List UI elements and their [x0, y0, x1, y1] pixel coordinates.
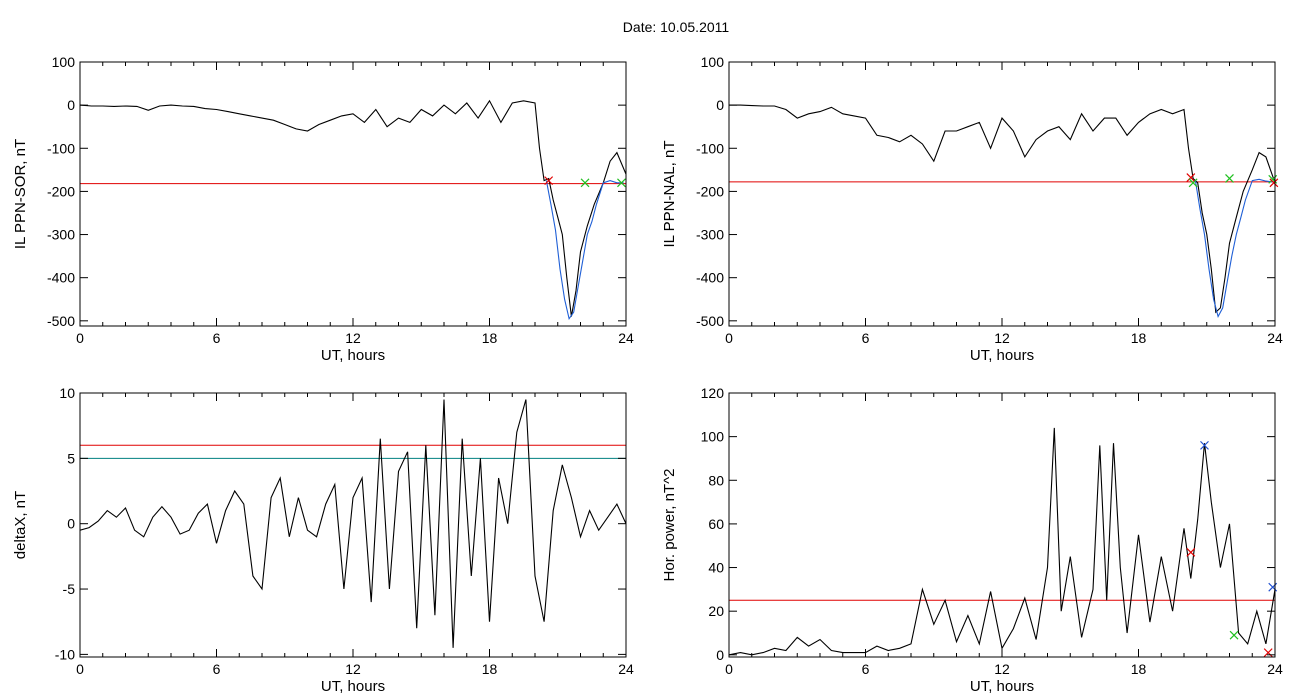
- y-tick-label: 100: [701, 54, 725, 70]
- y-tick-label: 40: [708, 560, 724, 576]
- series-line-0: [80, 399, 626, 648]
- y-tick-label: 120: [701, 385, 725, 401]
- plot-frame: [79, 61, 627, 327]
- marker-0: [1186, 173, 1196, 183]
- y-tick-label: -500: [696, 313, 724, 329]
- x-tick-label: 24: [1267, 330, 1283, 346]
- y-tick-label: -300: [47, 227, 75, 243]
- x-tick-label: 6: [213, 330, 221, 346]
- x-tick-label: 6: [862, 661, 870, 677]
- series-line-0: [729, 104, 1275, 314]
- y-tick-label: 60: [708, 516, 724, 532]
- x-tick-label: 0: [725, 330, 733, 346]
- marker-1: [1200, 440, 1209, 450]
- x-tick-label: 12: [994, 661, 1010, 677]
- x-tick-label: 18: [1131, 330, 1147, 346]
- chart-panel-bottom-left: 0 6 12 18 24 10 5 0 -5 -10 UT, hours deltaX, nT: [12, 385, 634, 695]
- x-axis-label: UT, hours: [970, 347, 1034, 364]
- marker-3: [1263, 648, 1273, 658]
- marker-1: [580, 178, 590, 188]
- x-tick-label: 24: [618, 661, 634, 677]
- y-tick-label: 80: [708, 472, 724, 488]
- y-tick-label: 0: [67, 516, 75, 532]
- marker-2: [1225, 174, 1234, 183]
- y-tick-label: 0: [716, 97, 724, 113]
- y-tick-label: -100: [696, 140, 724, 156]
- series-line-1: [1194, 178, 1273, 318]
- y-tick-label: 5: [67, 450, 75, 466]
- marker-0: [544, 176, 554, 186]
- y-tick-label: -200: [47, 183, 75, 199]
- marker-1: [1188, 178, 1198, 188]
- marker-2: [617, 178, 626, 188]
- y-tick-label: -5: [63, 581, 76, 597]
- series-line-0: [80, 99, 626, 317]
- y-tick-label: -10: [55, 646, 75, 662]
- y-tick-label: 10: [59, 385, 75, 401]
- x-tick-label: 18: [482, 330, 498, 346]
- chart-title: Date: 10.05.2011: [622, 19, 730, 35]
- x-tick-label: 12: [345, 661, 361, 677]
- chart-panel-bottom-right: 0 6 12 18 24 120 100 80 60 40 20 0 UT, hours Hor. pow…: [661, 385, 1283, 695]
- chart-panel-top-right: 0 6 12 18 24 100 0 -100 -200 -300 -400 -500 UT, hour…: [661, 54, 1283, 364]
- y-tick-label: 100: [52, 54, 76, 70]
- x-tick-label: 0: [76, 330, 84, 346]
- marker-4: [1269, 178, 1279, 188]
- x-tick-label: 24: [618, 330, 634, 346]
- x-tick-label: 0: [725, 661, 733, 677]
- x-tick-label: 12: [345, 330, 361, 346]
- y-axis-label: Hor. power, nT^2: [661, 469, 678, 582]
- y-tick-label: 0: [67, 97, 75, 113]
- y-tick-label: 100: [701, 429, 725, 445]
- x-tick-label: 0: [76, 661, 84, 677]
- y-tick-label: -100: [47, 140, 75, 156]
- y-tick-label: 0: [716, 647, 724, 663]
- plot-frame: [728, 61, 1276, 327]
- y-tick-label: -500: [47, 313, 75, 329]
- x-axis-label: UT, hours: [321, 678, 385, 695]
- marker-0: [1186, 547, 1196, 557]
- y-tick-label: -400: [47, 270, 75, 286]
- y-tick-label: 20: [708, 603, 724, 619]
- marker-4: [1268, 582, 1278, 592]
- series-line-1: [545, 180, 624, 321]
- marker-2: [1229, 630, 1239, 640]
- x-axis-label: UT, hours: [321, 347, 385, 364]
- y-tick-label: -400: [696, 270, 724, 286]
- chart-panel-top-left: 0 6 12 18 24 100 0 -100 -200 -300 -400 -500 UT, hour…: [12, 54, 634, 364]
- x-tick-label: 6: [213, 661, 221, 677]
- y-axis-label: IL PPN-SOR, nT: [12, 139, 29, 249]
- y-axis-label: IL PPN-NAL, nT: [661, 141, 678, 248]
- series-line-0: [729, 427, 1275, 656]
- y-axis-label: deltaX, nT: [12, 491, 29, 559]
- plot-frame: [728, 392, 1276, 658]
- x-axis-label: UT, hours: [970, 678, 1034, 695]
- x-tick-label: 24: [1267, 661, 1283, 677]
- x-tick-label: 12: [994, 330, 1010, 346]
- x-tick-label: 6: [862, 330, 870, 346]
- y-tick-label: -300: [696, 227, 724, 243]
- x-tick-label: 18: [482, 661, 498, 677]
- x-tick-label: 18: [1131, 661, 1147, 677]
- y-tick-label: -200: [696, 183, 724, 199]
